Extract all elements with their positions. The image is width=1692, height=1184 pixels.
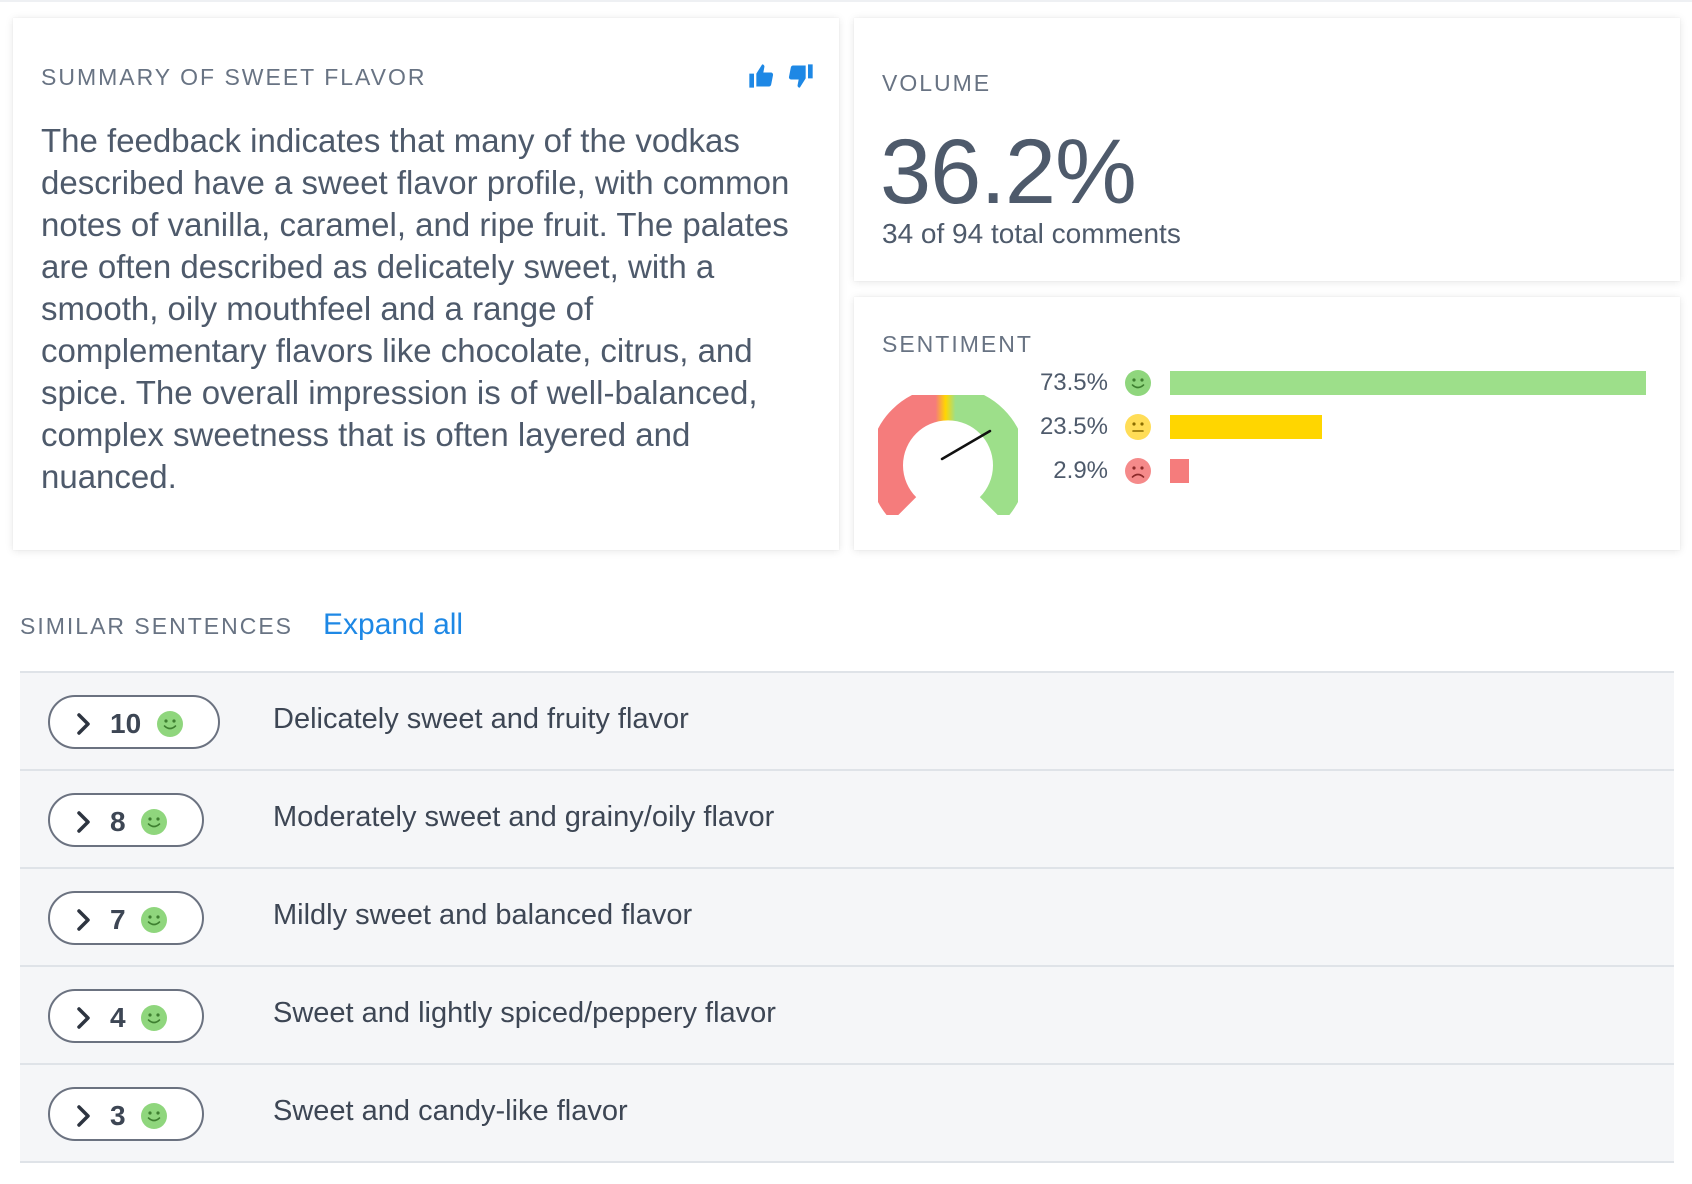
chevron-right-icon — [77, 811, 90, 833]
sentence-text: Sweet and candy-like flavor — [273, 1095, 628, 1127]
similar-sentences-title: SIMILAR SENTENCES — [20, 613, 293, 639]
list-item: 4 Sweet and lightly spiced/peppery flavo… — [20, 967, 1674, 1065]
happy-face-icon — [141, 907, 167, 933]
list-item: 7 Mildly sweet and balanced flavor — [20, 869, 1674, 967]
list-item: 10 Delicately sweet and fruity flavor — [20, 673, 1674, 771]
volume-card: VOLUME 36.2% 34 of 94 total comments — [854, 18, 1680, 281]
gauge-needle — [940, 429, 992, 461]
chevron-right-icon — [77, 1105, 90, 1127]
list-item: 3 Sweet and candy-like flavor — [20, 1065, 1674, 1163]
expand-all-link[interactable]: Expand all — [323, 608, 464, 641]
top-divider — [0, 0, 1692, 2]
group-count: 7 — [110, 904, 126, 935]
expand-group-button[interactable]: 3 — [48, 1087, 204, 1141]
group-count: 8 — [110, 806, 126, 837]
expand-group-button[interactable]: 8 — [48, 793, 204, 847]
expand-group-button[interactable]: 10 — [48, 695, 220, 749]
thumbs-up-icon[interactable] — [747, 62, 775, 90]
neutral-bar — [1170, 415, 1322, 439]
happy-face-icon — [141, 809, 167, 835]
sad-face-icon — [1125, 458, 1151, 484]
sentiment-gauge — [878, 395, 1018, 515]
sentence-text: Delicately sweet and fruity flavor — [273, 703, 689, 735]
neutral-face-icon — [1125, 414, 1151, 440]
happy-face-icon — [141, 1005, 167, 1031]
gauge-arc — [878, 395, 1018, 515]
positive-bar — [1170, 371, 1646, 395]
neutral-percent: 23.5% — [1039, 413, 1108, 440]
chevron-right-icon — [77, 1007, 90, 1029]
summary-card: SUMMARY OF SWEET FLAVOR The feedback ind… — [13, 18, 839, 550]
summary-title: SUMMARY OF SWEET FLAVOR — [41, 64, 427, 90]
happy-face-icon — [1125, 370, 1151, 396]
group-count: 4 — [110, 1002, 126, 1033]
sentiment-card: SENTIMENT 73.5% 23.5% — [854, 297, 1680, 550]
negative-percent: 2.9% — [1053, 457, 1108, 484]
positive-percent: 73.5% — [1039, 369, 1108, 396]
group-count: 3 — [110, 1100, 126, 1131]
happy-face-icon — [157, 711, 183, 737]
sentence-text: Moderately sweet and grainy/oily flavor — [273, 801, 775, 833]
expand-group-button[interactable]: 7 — [48, 891, 204, 945]
summary-text: The feedback indicates that many of the … — [41, 122, 790, 495]
expand-group-button[interactable]: 4 — [48, 989, 204, 1043]
thumbs-down-icon[interactable] — [787, 62, 815, 90]
list-item: 8 Moderately sweet and grainy/oily flavo… — [20, 771, 1674, 869]
sentence-text: Mildly sweet and balanced flavor — [273, 899, 693, 931]
volume-title: VOLUME — [882, 70, 992, 96]
group-count: 10 — [110, 708, 142, 739]
similar-sentences-list: 10 Delicately sweet and fruity flavor 8 … — [20, 671, 1674, 1163]
sentence-text: Sweet and lightly spiced/peppery flavor — [273, 997, 776, 1029]
chevron-right-icon — [77, 713, 90, 735]
happy-face-icon — [141, 1103, 167, 1129]
chevron-right-icon — [77, 909, 90, 931]
volume-percent: 36.2% — [880, 121, 1137, 223]
volume-subtitle: 34 of 94 total comments — [882, 218, 1181, 249]
negative-bar — [1170, 459, 1189, 483]
sentiment-title: SENTIMENT — [882, 331, 1033, 357]
